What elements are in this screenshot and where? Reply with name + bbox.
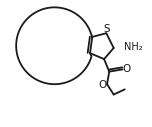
Text: O: O: [99, 80, 107, 90]
Text: NH₂: NH₂: [124, 42, 143, 52]
Text: O: O: [123, 64, 131, 74]
Text: S: S: [103, 24, 110, 34]
